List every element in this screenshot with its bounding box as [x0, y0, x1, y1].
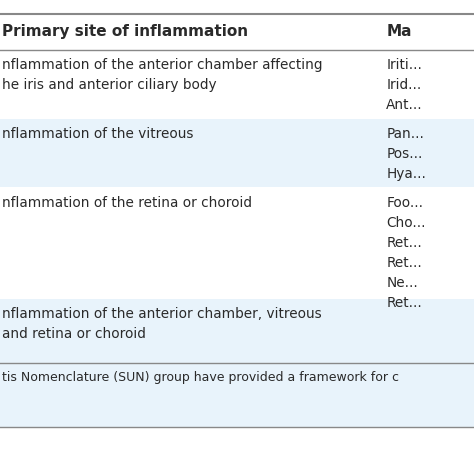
Text: Foo...
Cho...
Ret...
Ret...
Ne...
Ret...: Foo... Cho... Ret... Ret... Ne... Ret... — [386, 196, 426, 310]
Text: nflammation of the vitreous: nflammation of the vitreous — [2, 127, 194, 141]
Text: Ma: Ma — [386, 25, 412, 39]
Bar — [0, 50, 474, 118]
Text: nflammation of the anterior chamber affecting
he iris and anterior ciliary body: nflammation of the anterior chamber affe… — [2, 58, 323, 92]
Text: Iriti...
Irid...
Ant...: Iriti... Irid... Ant... — [386, 58, 423, 112]
Bar — [0, 299, 474, 363]
Bar — [0, 118, 474, 187]
Bar — [0, 187, 474, 299]
Bar — [0, 363, 474, 427]
Text: Primary site of inflammation: Primary site of inflammation — [2, 25, 248, 39]
Text: Pan...
Pos...
Hya...: Pan... Pos... Hya... — [386, 127, 426, 181]
Bar — [0, 14, 474, 50]
Text: nflammation of the anterior chamber, vitreous
and retina or choroid: nflammation of the anterior chamber, vit… — [2, 307, 322, 341]
Text: nflammation of the retina or choroid: nflammation of the retina or choroid — [2, 196, 252, 210]
Text: tis Nomenclature (SUN) group have provided a framework for c: tis Nomenclature (SUN) group have provid… — [2, 371, 400, 384]
